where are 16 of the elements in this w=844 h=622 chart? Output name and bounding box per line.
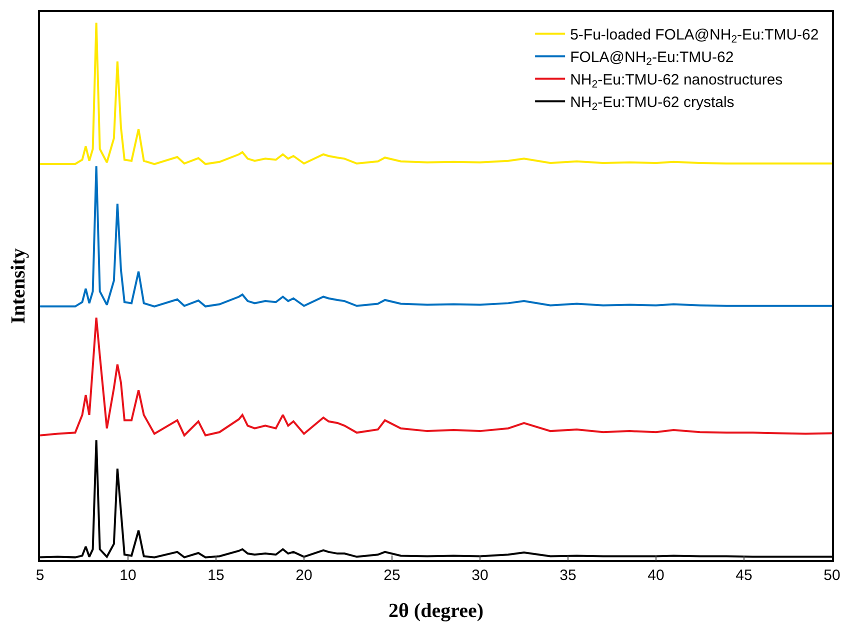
legend-label: FOLA@NH$_{2}$-Eu:TMU-62 <box>570 49 734 68</box>
x-tick-label: 50 <box>824 566 840 584</box>
legend-label: 5-Fu-loaded FOLA@NH$_{2}$-Eu:TMU-62 <box>570 26 819 46</box>
x-tick-label: 5 <box>36 566 44 584</box>
x-axis-title: 2θ (degree) <box>388 600 484 622</box>
x-tick-label: 10 <box>120 566 136 584</box>
x-tick-label: 45 <box>736 566 752 584</box>
x-tick-label: 35 <box>560 566 576 584</box>
x-tick-label: 40 <box>648 566 664 584</box>
x-tick-label: 15 <box>208 566 224 584</box>
legend-label: NH$_{2}$-Eu:TMU-62 crystals <box>570 94 734 114</box>
x-tick-label: 30 <box>472 566 488 584</box>
legend-label: NH$_{2}$-Eu:TMU-62 nanostructures <box>570 72 783 91</box>
y-axis-title: Intensity <box>7 248 30 324</box>
x-tick-label: 20 <box>296 566 312 584</box>
x-tick-label: 25 <box>384 566 400 584</box>
